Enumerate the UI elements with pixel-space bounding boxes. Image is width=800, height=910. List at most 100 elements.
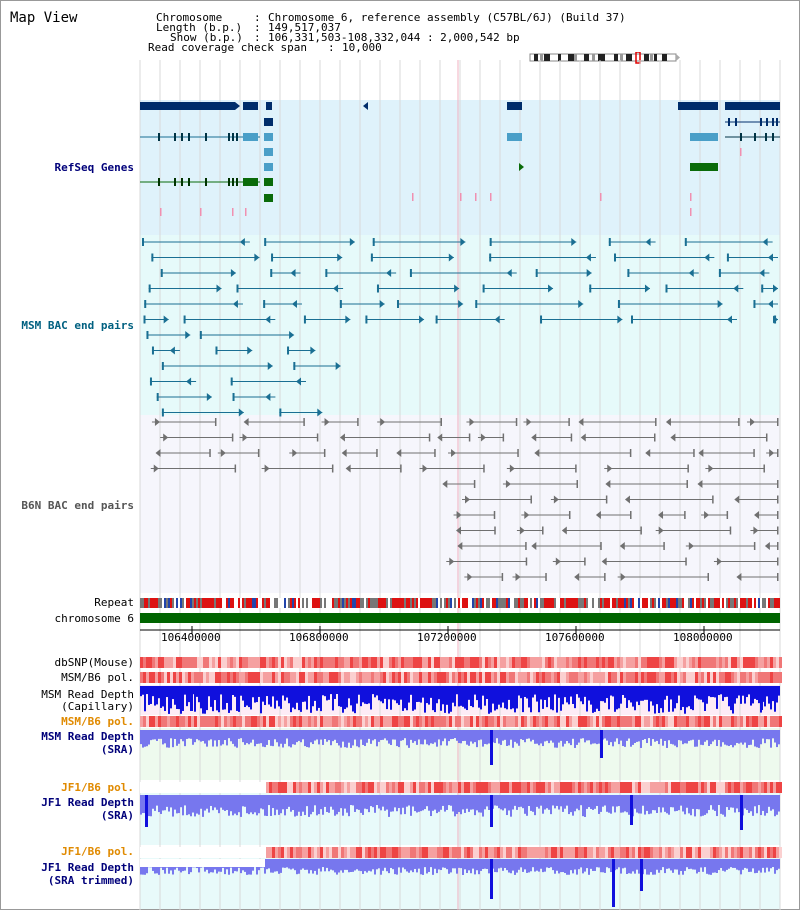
read-depth-bar[interactable] — [372, 730, 374, 741]
read-depth-bar[interactable] — [694, 859, 696, 870]
bac-end[interactable] — [777, 542, 779, 550]
polymorphism-mark[interactable] — [425, 847, 428, 858]
read-depth-bar[interactable] — [388, 730, 390, 744]
bac-end[interactable] — [604, 573, 606, 581]
read-depth-bar[interactable] — [586, 730, 588, 741]
repeat-mark[interactable] — [562, 598, 564, 608]
gene-exon[interactable] — [181, 133, 183, 141]
polymorphism-mark[interactable] — [680, 847, 683, 858]
polymorphism-mark[interactable] — [518, 657, 521, 668]
read-depth-bar[interactable] — [518, 795, 520, 808]
read-depth-bar[interactable] — [418, 686, 420, 702]
repeat-mark[interactable] — [302, 598, 304, 608]
bac-end-arrow[interactable] — [469, 418, 475, 426]
polymorphism-mark[interactable] — [734, 672, 737, 683]
read-depth-bar[interactable] — [732, 686, 734, 714]
read-depth-bar[interactable] — [682, 730, 684, 745]
bac-end[interactable] — [148, 284, 151, 293]
bac-end-arrow[interactable] — [238, 408, 244, 417]
polymorphism-mark[interactable] — [752, 847, 755, 858]
polymorphism-mark[interactable] — [623, 657, 626, 668]
polymorphism-mark[interactable] — [188, 672, 191, 683]
polymorphism-mark[interactable] — [716, 672, 719, 683]
read-depth-bar[interactable] — [662, 859, 664, 868]
read-depth-bar[interactable] — [486, 686, 488, 700]
read-depth-bar[interactable] — [722, 795, 724, 815]
polymorphism-mark[interactable] — [617, 672, 620, 683]
repeat-mark[interactable] — [430, 598, 432, 608]
read-depth-bar[interactable] — [778, 795, 780, 812]
polymorphism-mark[interactable] — [551, 716, 554, 727]
read-depth-bar[interactable] — [572, 686, 574, 704]
polymorphism-mark[interactable] — [647, 657, 650, 668]
read-depth-bar[interactable] — [368, 730, 370, 739]
read-depth-bar[interactable] — [424, 795, 426, 810]
read-depth-bar[interactable] — [242, 730, 244, 743]
bac-end-arrow[interactable] — [335, 362, 341, 370]
read-depth-bar[interactable] — [494, 686, 496, 711]
repeat-mark[interactable] — [254, 598, 256, 608]
read-depth-bar[interactable] — [276, 859, 278, 872]
polymorphism-mark[interactable] — [443, 657, 446, 668]
polymorphism-mark[interactable] — [317, 782, 320, 793]
polymorphism-mark[interactable] — [404, 782, 407, 793]
bac-end[interactable] — [763, 464, 765, 473]
read-depth-bar[interactable] — [484, 730, 486, 744]
polymorphism-mark[interactable] — [659, 847, 662, 858]
polymorphism-mark[interactable] — [680, 657, 683, 668]
read-depth-bar[interactable] — [346, 795, 348, 813]
read-depth-bar[interactable] — [244, 795, 246, 807]
bac-end-arrow[interactable] — [531, 542, 537, 550]
polymorphism-mark[interactable] — [572, 716, 575, 727]
read-depth-bar[interactable] — [510, 730, 512, 740]
polymorphism-mark[interactable] — [581, 847, 584, 858]
read-depth-bar[interactable] — [386, 686, 388, 710]
read-depth-bar[interactable] — [394, 795, 396, 808]
polymorphism-mark[interactable] — [638, 657, 641, 668]
read-depth-bar[interactable] — [626, 686, 628, 708]
repeat-mark[interactable] — [424, 598, 426, 608]
read-depth-bar[interactable] — [580, 730, 582, 739]
polymorphism-mark[interactable] — [353, 847, 356, 858]
read-depth-bar[interactable] — [522, 730, 524, 740]
read-depth-bar[interactable] — [584, 730, 586, 743]
snp-mark[interactable] — [160, 208, 162, 216]
read-depth-bar[interactable] — [494, 730, 496, 744]
read-depth-bar[interactable] — [622, 686, 624, 696]
polymorphism-mark[interactable] — [269, 782, 272, 793]
polymorphism-mark[interactable] — [734, 716, 737, 727]
bac-end[interactable] — [263, 300, 266, 308]
polymorphism-mark[interactable] — [332, 657, 335, 668]
read-depth-bar[interactable] — [742, 859, 744, 870]
read-depth-bar[interactable] — [394, 730, 396, 740]
polymorphism-mark[interactable] — [545, 847, 548, 858]
polymorphism-mark[interactable] — [755, 716, 758, 727]
repeat-mark[interactable] — [218, 598, 220, 608]
read-depth-bar[interactable] — [246, 795, 248, 814]
polymorphism-mark[interactable] — [179, 672, 182, 683]
read-depth-bar[interactable] — [202, 795, 204, 817]
polymorphism-mark[interactable] — [293, 782, 296, 793]
polymorphism-mark[interactable] — [611, 657, 614, 668]
polymorphism-mark[interactable] — [140, 657, 143, 668]
polymorphism-mark[interactable] — [749, 847, 752, 858]
polymorphism-mark[interactable] — [485, 782, 488, 793]
read-depth-bar[interactable] — [740, 859, 742, 875]
repeat-mark[interactable] — [494, 598, 496, 608]
read-depth-bar[interactable] — [534, 859, 536, 872]
repeat-mark[interactable] — [672, 598, 674, 608]
read-depth-bar[interactable] — [720, 730, 722, 747]
bac-end-arrow[interactable] — [310, 346, 316, 355]
repeat-mark[interactable] — [648, 598, 650, 608]
polymorphism-mark[interactable] — [569, 657, 572, 668]
repeat-mark[interactable] — [610, 598, 612, 608]
polymorphism-mark[interactable] — [407, 716, 410, 727]
polymorphism-mark[interactable] — [575, 782, 578, 793]
read-depth-bar[interactable] — [326, 686, 328, 701]
polymorphism-mark[interactable] — [443, 716, 446, 727]
read-depth-bar[interactable] — [720, 686, 722, 695]
read-depth-bar[interactable] — [274, 686, 276, 709]
read-depth-bar[interactable] — [282, 730, 284, 748]
polymorphism-mark[interactable] — [425, 716, 428, 727]
read-depth-bar[interactable] — [488, 795, 490, 810]
